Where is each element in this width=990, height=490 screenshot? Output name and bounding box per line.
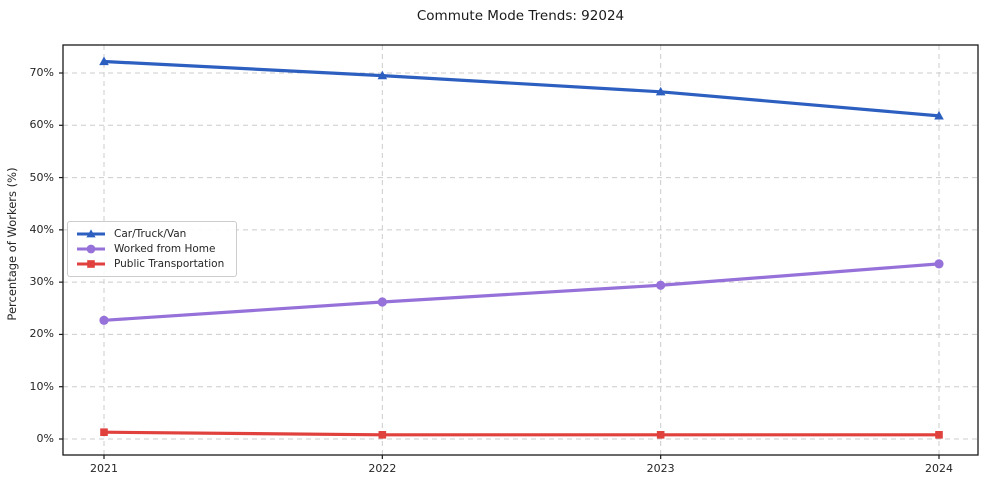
data-point-public-transportation-2022 [378, 431, 387, 439]
legend-marker [86, 229, 96, 238]
legend-item-car-truck-van: Car/Truck/Van [76, 228, 224, 240]
legend-label: Car/Truck/Van [114, 228, 187, 240]
y-tick-label: 60% [29, 118, 54, 132]
data-point-public-transportation-2024 [935, 431, 943, 439]
square-marker-icon [77, 260, 105, 268]
y-tick-label: 70% [29, 66, 54, 79]
data-point-worked-from-home-2022 [377, 297, 387, 307]
legend-item-worked-from-home: Worked from Home [76, 243, 224, 255]
data-point-car-truck-van-2021 [99, 56, 109, 66]
data-point-worked-from-home-2021 [99, 315, 109, 325]
y-tick-label: 20% [29, 327, 54, 341]
x-tick-label: 2021 [90, 462, 118, 475]
y-tick-label: 0% [36, 432, 54, 445]
data-point-worked-from-home-2023 [656, 280, 666, 290]
data-point-car-truck-van-2024 [934, 110, 944, 120]
chart-title: Commute Mode Trends: 92024 [416, 8, 625, 24]
data-point-car-truck-van-2023 [655, 86, 666, 96]
y-tick-label: 10% [29, 379, 54, 393]
y-tick-label: 30% [29, 275, 54, 289]
series-line-public-transportation [102, 430, 941, 437]
series-line-car-truck-van [102, 59, 941, 118]
legend-marker [87, 260, 95, 268]
x-tick-label: 2022 [368, 462, 397, 475]
legend-label: Public Transportation [114, 258, 225, 270]
data-point-worked-from-home-2024 [934, 259, 944, 269]
circle-marker-icon [77, 244, 105, 254]
legend: Car/Truck/Van Worked from Home Public Tran… [67, 221, 238, 277]
series-line-worked-from-home [102, 262, 941, 322]
plot-frame [62, 44, 979, 456]
x-tick-label: 2023 [646, 462, 675, 475]
y-tick-label: 40% [29, 222, 54, 236]
data-point-public-transportation-2023 [656, 431, 665, 439]
legend-label: Worked from Home [114, 243, 216, 255]
legend-item-public-transportation: Public Transportation [76, 258, 224, 270]
legend-marker [86, 244, 96, 254]
data-point-public-transportation-2021 [100, 428, 108, 437]
x-tick-label: 2024 [925, 462, 953, 475]
triangle-marker-icon [77, 229, 105, 238]
y-tick-label: 50% [29, 170, 54, 184]
data-point-car-truck-van-2022 [377, 70, 388, 80]
